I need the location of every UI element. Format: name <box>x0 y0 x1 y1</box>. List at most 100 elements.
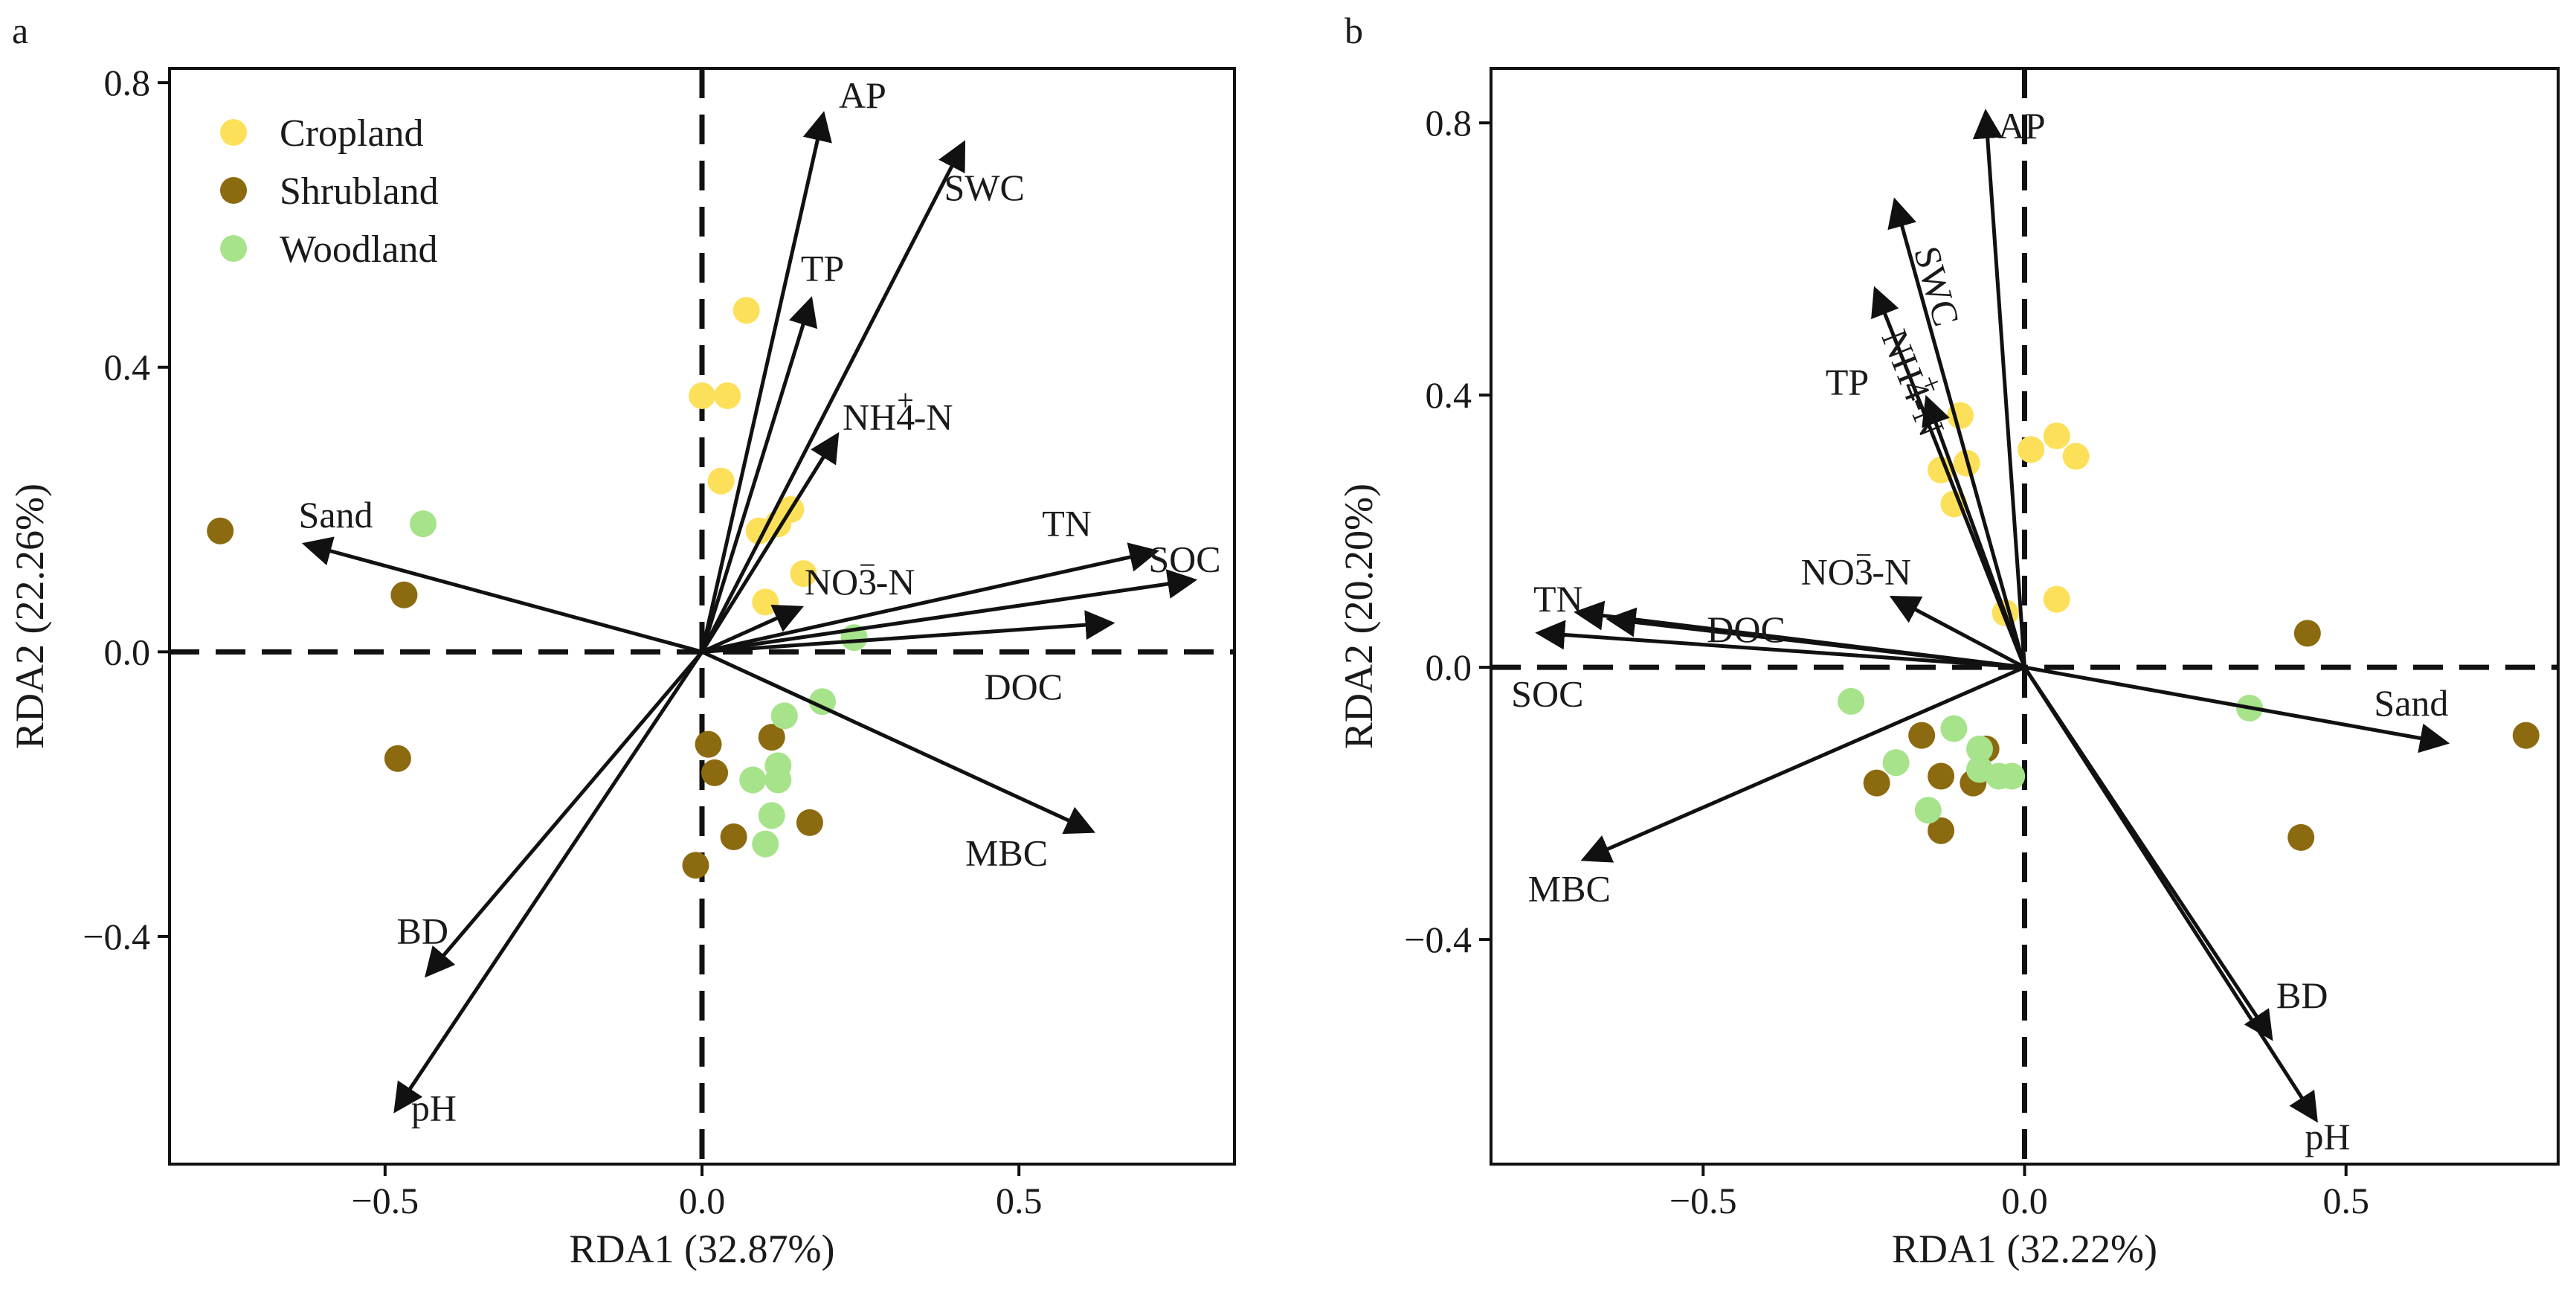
vector-no3-n <box>1889 595 2026 669</box>
point-cropland <box>1940 490 1968 518</box>
vector-bd <box>424 650 703 978</box>
point-woodland <box>739 766 767 794</box>
point-shrubland <box>390 581 418 608</box>
point-shrubland <box>701 759 729 786</box>
point-cropland <box>752 588 779 616</box>
point-woodland <box>770 702 798 730</box>
vector-doc <box>1606 607 2025 669</box>
x-tick-label: 0.5 <box>2322 1180 2369 1221</box>
y-tick-label: 0.0 <box>104 631 151 672</box>
vector-label-doc: DOC <box>985 666 1063 707</box>
point-shrubland <box>758 724 785 751</box>
vector-label-tn: TN <box>1042 502 1092 544</box>
x-tick-label: 0.0 <box>2001 1180 2048 1221</box>
vector-label-soc: SOC <box>1511 672 1583 714</box>
vector-ph <box>393 650 704 1114</box>
point-woodland <box>758 802 785 829</box>
point-cropland <box>714 382 741 409</box>
vector-label-mbc: MBC <box>965 832 1048 873</box>
vector-ap <box>1972 109 2026 668</box>
point-shrubland <box>1928 817 1955 844</box>
point-woodland <box>1940 715 1968 742</box>
panel-b: b −0.5 0.0 0.5 −0.4 0.0 0.4 0.8 RDA1 (32.22%) RDA… <box>1336 10 2560 1271</box>
y-tick-label: 0.4 <box>1426 374 1472 416</box>
point-shrubland <box>720 823 747 851</box>
vector-swc <box>1887 197 2026 668</box>
vector-label-ap: AP <box>1998 105 2046 147</box>
point-woodland <box>1965 735 1993 762</box>
point-cropland <box>790 560 817 588</box>
point-shrubland <box>1863 769 1890 797</box>
point-woodland <box>1882 749 1910 777</box>
point-cropland <box>2043 423 2070 450</box>
vector-label-swc: SWC <box>944 167 1024 208</box>
vector-label-tp: TP <box>1826 361 1869 402</box>
vector-swc <box>700 140 966 653</box>
legend-label-cropland: Cropland <box>280 112 424 155</box>
vector-sand <box>301 536 703 654</box>
vector-label-no3-n: NO3−-N <box>1801 539 1912 593</box>
y-tick-label: −0.4 <box>83 916 150 957</box>
legend-key-cropland <box>220 119 247 146</box>
y-tick-label: −0.4 <box>1404 919 1472 960</box>
vector-label-bd: BD <box>2276 974 2328 1016</box>
legend-label-woodland: Woodland <box>280 228 437 271</box>
point-cropland <box>2062 443 2090 470</box>
vector-tp <box>700 296 818 653</box>
vector-label-ap: AP <box>839 74 886 116</box>
x-tick-label: 0.5 <box>996 1180 1043 1221</box>
vector-mbc <box>1580 665 2026 863</box>
panel-a: a −0.5 0.0 0.5 −0.4 0.0 0.4 0.8 RDA1 (32.87%) RDA… <box>7 10 1236 1271</box>
vector-label-doc: DOC <box>1707 608 1786 650</box>
point-cropland <box>732 297 760 324</box>
vector-label-no3-n: NO3−-N <box>805 548 915 603</box>
point-cropland <box>689 382 715 409</box>
legend-label-shrubland: Shrubland <box>280 170 439 213</box>
vector-no3-n <box>701 604 804 654</box>
point-cropland <box>2043 585 2070 613</box>
legend-key-woodland <box>220 235 247 262</box>
vector-soc <box>701 569 1198 654</box>
point-woodland <box>409 510 437 538</box>
vector-label-nh4-n: NH4+-N <box>843 383 953 437</box>
point-woodland <box>752 830 779 858</box>
vector-tp <box>1922 394 2026 668</box>
vector-label-soc: SOC <box>1148 539 1220 580</box>
x-axis-title: RDA1 (32.22%) <box>1892 1227 2157 1271</box>
point-shrubland <box>207 517 234 544</box>
point-woodland <box>764 752 792 780</box>
y-tick-label: 0.8 <box>104 62 151 103</box>
vector-mbc <box>701 650 1096 835</box>
vector-label-tn: TN <box>1533 578 1583 620</box>
vector-label-tp: TP <box>801 248 844 289</box>
vector-nh4-n <box>700 431 840 653</box>
vector-ap <box>700 111 832 652</box>
vector-label-bd: BD <box>396 910 448 952</box>
x-tick-label: 0.0 <box>679 1180 726 1221</box>
point-woodland <box>1838 687 1865 715</box>
point-shrubland <box>796 809 823 836</box>
point-cropland <box>707 467 735 495</box>
vector-soc <box>1535 620 2025 669</box>
point-shrubland <box>1928 762 1955 790</box>
vector-tn <box>701 542 1159 654</box>
x-tick-label: −0.5 <box>351 1180 419 1221</box>
point-shrubland <box>384 745 411 772</box>
panel-letter: b <box>1345 10 1363 51</box>
legend-key-shrubland <box>220 177 247 204</box>
point-shrubland <box>2287 823 2315 851</box>
vector-label-ph: pH <box>2305 1116 2351 1157</box>
x-axis-title: RDA1 (32.87%) <box>570 1227 835 1271</box>
point-woodland <box>1998 762 2026 790</box>
vector-ph <box>2023 666 2318 1123</box>
y-tick-label: 0.0 <box>1426 646 1472 688</box>
vector-label-sand: Sand <box>2374 682 2448 724</box>
point-woodland <box>1914 797 1942 824</box>
y-axis-title: RDA2 (20.20%) <box>1336 483 1381 749</box>
y-tick-label: 0.4 <box>104 347 151 388</box>
legend: Cropland Shrubland Woodland <box>220 112 439 271</box>
point-shrubland <box>1908 722 1936 749</box>
point-shrubland <box>695 730 722 758</box>
